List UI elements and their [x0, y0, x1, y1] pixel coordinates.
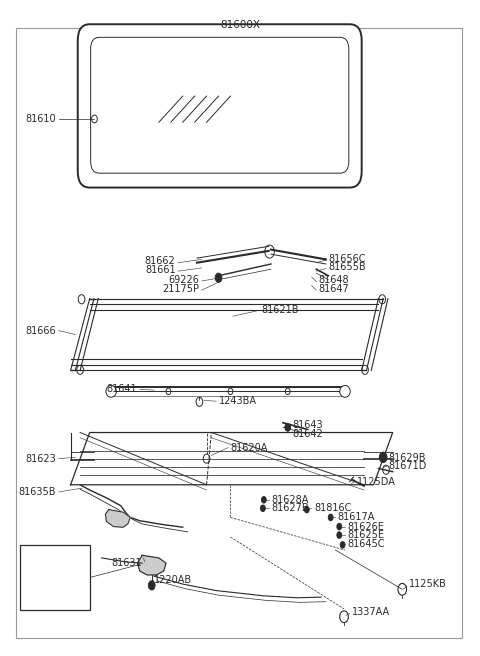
Text: 1220AB: 1220AB — [154, 575, 192, 585]
Text: 81666: 81666 — [25, 325, 56, 336]
Text: 81648: 81648 — [319, 276, 349, 285]
Text: 81662: 81662 — [145, 256, 176, 266]
Text: 81623: 81623 — [25, 454, 56, 464]
Text: 81620A: 81620A — [230, 443, 268, 453]
FancyBboxPatch shape — [91, 37, 349, 173]
Text: 81621B: 81621B — [262, 305, 299, 316]
Circle shape — [285, 423, 290, 431]
Circle shape — [304, 506, 309, 513]
Circle shape — [148, 581, 155, 590]
Text: 81671D: 81671D — [388, 461, 426, 472]
Text: 81627B: 81627B — [271, 503, 309, 513]
Text: 81647: 81647 — [319, 284, 349, 294]
FancyBboxPatch shape — [78, 24, 362, 188]
Text: 81642: 81642 — [292, 430, 323, 440]
Text: 81600X: 81600X — [220, 20, 260, 30]
Circle shape — [379, 452, 387, 462]
Text: 81675: 81675 — [25, 553, 56, 563]
Circle shape — [337, 523, 342, 530]
Circle shape — [261, 505, 265, 512]
Circle shape — [262, 497, 266, 503]
Text: 81635B: 81635B — [19, 487, 56, 497]
Text: 81816C: 81816C — [314, 503, 351, 513]
Text: 81645C: 81645C — [348, 539, 385, 549]
Text: 81677: 81677 — [61, 573, 92, 583]
Text: 81655B: 81655B — [328, 262, 366, 272]
Ellipse shape — [340, 386, 350, 398]
Text: 81643: 81643 — [292, 420, 323, 430]
Text: 1243BA: 1243BA — [218, 396, 256, 406]
Ellipse shape — [106, 386, 116, 398]
Text: 81661: 81661 — [145, 265, 176, 275]
Circle shape — [340, 542, 345, 548]
Circle shape — [215, 273, 222, 282]
Text: 81610: 81610 — [25, 114, 56, 124]
Text: 81617A: 81617A — [338, 512, 375, 522]
Text: 1337AA: 1337AA — [352, 607, 390, 617]
Text: 81628A: 81628A — [271, 495, 308, 505]
Bar — [21, 545, 90, 610]
Text: 69226: 69226 — [168, 275, 199, 285]
Circle shape — [328, 514, 333, 521]
Text: 81629B: 81629B — [388, 453, 425, 463]
Text: 1125KB: 1125KB — [409, 579, 447, 589]
Text: 81641: 81641 — [107, 384, 137, 394]
Text: 81656C: 81656C — [328, 254, 366, 264]
Text: 81626E: 81626E — [348, 522, 384, 531]
Circle shape — [337, 532, 342, 539]
Polygon shape — [137, 556, 166, 575]
Polygon shape — [106, 510, 130, 527]
Text: 81631: 81631 — [111, 558, 142, 568]
Text: 1125DA: 1125DA — [357, 476, 396, 487]
Text: 21175P: 21175P — [162, 284, 199, 294]
Text: 81625E: 81625E — [348, 530, 384, 540]
